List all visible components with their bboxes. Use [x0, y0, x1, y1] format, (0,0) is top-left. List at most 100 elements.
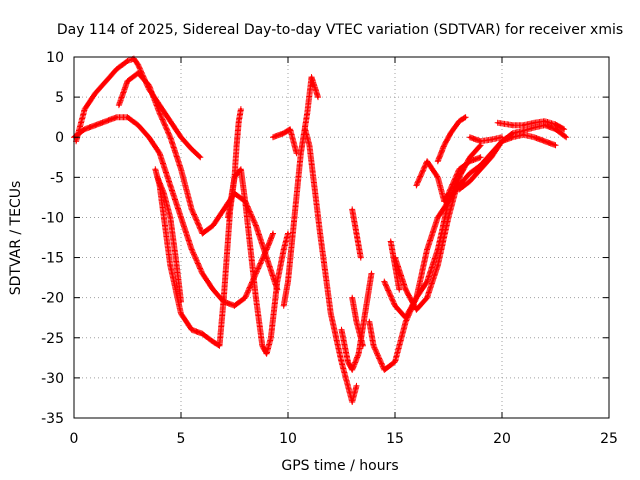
- series-9: [349, 206, 364, 261]
- data-point: [355, 232, 358, 235]
- data-point: [449, 132, 452, 135]
- data-point: [436, 160, 439, 163]
- data-point: [126, 79, 129, 83]
- data-point: [359, 256, 362, 259]
- data-point: [329, 312, 332, 315]
- data-point: [425, 280, 429, 283]
- data-point: [94, 91, 97, 95]
- data-point: [389, 240, 392, 243]
- data-point: [218, 344, 221, 347]
- data-point: [340, 360, 343, 363]
- data-point: [500, 140, 504, 143]
- data-point: [468, 156, 472, 159]
- y-tick-label: 0: [55, 130, 64, 146]
- data-point: [511, 132, 514, 135]
- series-18: [231, 106, 244, 181]
- data-point: [83, 107, 86, 111]
- data-point: [346, 360, 350, 363]
- y-tick-label: -5: [50, 170, 64, 186]
- data-point: [464, 116, 467, 119]
- data-point: [282, 304, 285, 307]
- data-point: [458, 188, 461, 191]
- data-point: [355, 384, 358, 388]
- data-point: [179, 136, 183, 139]
- series-3: [115, 70, 281, 293]
- data-point: [479, 144, 482, 147]
- data-point: [286, 280, 290, 283]
- data-point: [532, 136, 536, 139]
- data-point: [295, 152, 298, 155]
- data-point: [306, 112, 309, 115]
- data-point: [282, 248, 285, 251]
- data-point: [436, 216, 439, 219]
- data-point: [479, 140, 482, 143]
- data-point: [447, 200, 450, 203]
- data-point: [425, 160, 429, 163]
- data-point: [162, 192, 166, 195]
- data-point: [201, 332, 204, 335]
- data-point: [261, 344, 264, 347]
- data-point: [370, 272, 373, 275]
- data-point: [94, 124, 97, 127]
- series-11: [381, 131, 559, 321]
- series-14: [456, 122, 570, 193]
- data-point: [355, 320, 358, 323]
- data-point: [368, 320, 371, 323]
- data-point: [147, 83, 151, 87]
- data-point: [436, 248, 439, 251]
- data-point: [468, 136, 472, 139]
- series-7: [302, 126, 360, 405]
- data-point: [393, 304, 397, 307]
- data-point: [490, 138, 493, 141]
- plot-border: [73, 56, 610, 419]
- data-point: [372, 344, 375, 347]
- data-point: [126, 116, 129, 119]
- data-point: [239, 107, 243, 111]
- data-point: [404, 320, 407, 323]
- data-point: [565, 136, 568, 139]
- data-point: [211, 224, 215, 227]
- data-point: [415, 296, 418, 299]
- x-tick-label: 10: [279, 431, 297, 447]
- series-22: [387, 238, 403, 293]
- data-point: [282, 132, 285, 135]
- data-point: [265, 256, 268, 259]
- data-point: [190, 208, 193, 211]
- data-point: [276, 280, 279, 283]
- x-tick-label: 5: [177, 431, 186, 447]
- data-point: [169, 184, 172, 187]
- data-point: [490, 156, 493, 159]
- data-point: [532, 121, 536, 125]
- data-point: [458, 168, 461, 171]
- data-point: [293, 216, 296, 219]
- data-point: [479, 156, 482, 159]
- data-point: [233, 176, 236, 179]
- y-tick-label: -10: [41, 210, 64, 226]
- data-point: [351, 400, 354, 404]
- data-point: [443, 144, 446, 147]
- data-point: [115, 67, 119, 71]
- data-point: [511, 124, 514, 127]
- data-point: [222, 208, 225, 211]
- data-point: [398, 288, 401, 291]
- data-point: [158, 112, 161, 115]
- data-point: [458, 120, 461, 123]
- series-15: [434, 114, 469, 165]
- chart-title: Day 114 of 2025, Sidereal Day-to-day VTE…: [57, 22, 623, 38]
- data-point: [468, 172, 472, 175]
- data-point: [175, 264, 178, 267]
- y-tick-label: -35: [41, 411, 64, 427]
- data-point: [496, 121, 499, 125]
- data-point: [522, 129, 525, 132]
- x-axis-label: GPS time / hours: [281, 458, 398, 474]
- data-point: [458, 176, 461, 179]
- data-point: [554, 128, 557, 131]
- data-point: [147, 136, 151, 139]
- data-point: [351, 368, 354, 372]
- data-point: [179, 216, 183, 219]
- data-point: [271, 136, 275, 139]
- data-point: [393, 360, 397, 363]
- data-point: [137, 63, 140, 67]
- series-8: [338, 270, 375, 373]
